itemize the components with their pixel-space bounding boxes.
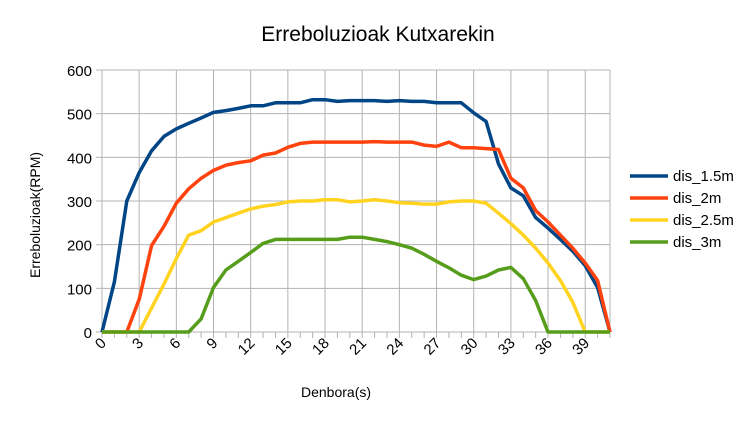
x-tick-label: 6 bbox=[166, 335, 184, 353]
x-tick-label: 15 bbox=[272, 335, 296, 359]
legend: dis_1.5m dis_2m dis_2.5m dis_3m bbox=[630, 168, 734, 251]
x-tick-label: 18 bbox=[309, 335, 333, 359]
x-tick-label: 0 bbox=[92, 335, 110, 353]
x-tick-label: 3 bbox=[129, 335, 147, 353]
x-tick-label: 27 bbox=[421, 335, 445, 359]
y-tick-label: 300 bbox=[67, 194, 92, 211]
chart-title: Erreboluzioak Kutxarekin bbox=[261, 23, 494, 46]
y-tick-label: 100 bbox=[67, 281, 92, 298]
series-line-dis_2m bbox=[102, 139, 612, 334]
y-tick-label: 200 bbox=[67, 238, 92, 255]
series-line-dis_1.5m bbox=[100, 97, 612, 333]
x-tick-label: 21 bbox=[346, 335, 370, 359]
x-tick-label: 9 bbox=[203, 335, 221, 353]
series-line-dis_3m bbox=[102, 235, 610, 334]
x-tick-label: 33 bbox=[495, 335, 519, 359]
legend-label: dis_2m bbox=[673, 190, 721, 207]
x-axis-label: Denbora(s) bbox=[301, 384, 371, 400]
series-lines bbox=[100, 97, 612, 334]
x-tick-label: 24 bbox=[383, 335, 407, 359]
y-axis-label: Erreboluzioak(RPM) bbox=[27, 152, 43, 278]
x-tick-label: 36 bbox=[532, 335, 556, 359]
y-tick-label: 0 bbox=[84, 325, 92, 342]
series-line-dis_2.5m bbox=[102, 197, 610, 334]
x-tick-label: 12 bbox=[235, 335, 259, 359]
x-tick-label: 39 bbox=[569, 335, 593, 359]
legend-label: dis_3m bbox=[673, 234, 721, 251]
y-tick-label: 500 bbox=[67, 107, 92, 124]
legend-label: dis_1.5m bbox=[673, 168, 734, 185]
x-tick-label: 30 bbox=[458, 335, 482, 359]
y-tick-label: 600 bbox=[67, 63, 92, 80]
legend-label: dis_2.5m bbox=[673, 212, 734, 229]
y-tick-label: 400 bbox=[67, 150, 92, 167]
